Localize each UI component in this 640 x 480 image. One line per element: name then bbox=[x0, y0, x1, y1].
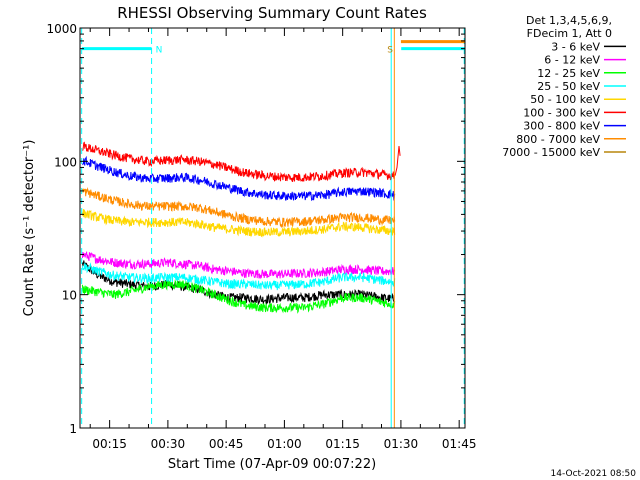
x-tick-label: 01:15 bbox=[325, 437, 360, 451]
series-flare-upturn bbox=[394, 146, 401, 176]
chart-title: RHESSI Observing Summary Count Rates bbox=[117, 4, 427, 22]
x-tick-label: 00:45 bbox=[209, 437, 244, 451]
legend-label: 50 - 100 keV bbox=[530, 93, 600, 106]
legend-label: 25 - 50 keV bbox=[537, 80, 600, 93]
series-line-5 bbox=[82, 141, 396, 182]
series-line-4 bbox=[81, 209, 396, 238]
x-tick-label: 01:45 bbox=[442, 437, 477, 451]
legend-label: 300 - 800 keV bbox=[523, 120, 600, 133]
series-line-6 bbox=[81, 155, 396, 202]
legend-label: 800 - 7000 keV bbox=[516, 133, 600, 146]
y-axis-label: Count Rate (s⁻¹ detector⁻¹) bbox=[22, 140, 37, 317]
y-tick-label: 1 bbox=[69, 422, 77, 436]
legend-header: FDecim 1, Att 0 bbox=[527, 27, 612, 40]
legend-header: Det 1,3,4,5,6,9, bbox=[526, 14, 612, 27]
series-line-2 bbox=[81, 277, 396, 314]
x-tick-label: 01:00 bbox=[267, 437, 302, 451]
legend: Det 1,3,4,5,6,9,FDecim 1, Att 03 - 6 keV… bbox=[502, 14, 626, 159]
timestamp-footer: 14-Oct-2021 08:50 bbox=[551, 469, 637, 479]
series-line-3 bbox=[81, 262, 396, 291]
marker-N-label: N bbox=[156, 46, 163, 56]
series-line-1 bbox=[81, 251, 396, 280]
plot-frame bbox=[79, 27, 466, 429]
legend-label: 12 - 25 keV bbox=[537, 67, 600, 80]
x-tick-label: 00:30 bbox=[151, 437, 186, 451]
legend-label: 6 - 12 keV bbox=[544, 54, 600, 67]
x-axis-label: Start Time (07-Apr-09 00:07:22) bbox=[168, 457, 376, 472]
plot-series bbox=[81, 141, 401, 314]
x-tick-label: 01:30 bbox=[384, 437, 419, 451]
series-line-7 bbox=[81, 186, 396, 229]
x-tick-label: 00:15 bbox=[92, 437, 127, 451]
legend-label: 3 - 6 keV bbox=[551, 40, 600, 53]
legend-label: 100 - 300 keV bbox=[523, 106, 600, 119]
marker-S-label: S bbox=[387, 46, 393, 56]
y-tick-label: 100 bbox=[54, 155, 77, 169]
legend-label: 7000 - 15000 keV bbox=[502, 146, 600, 159]
plot-axes: 1 10 100 1000 00:15 00:30 00:45 01:00 01:15 01:30… bbox=[46, 22, 476, 451]
y-tick-label: 10 bbox=[62, 289, 77, 303]
y-tick-label: 1000 bbox=[46, 22, 77, 36]
